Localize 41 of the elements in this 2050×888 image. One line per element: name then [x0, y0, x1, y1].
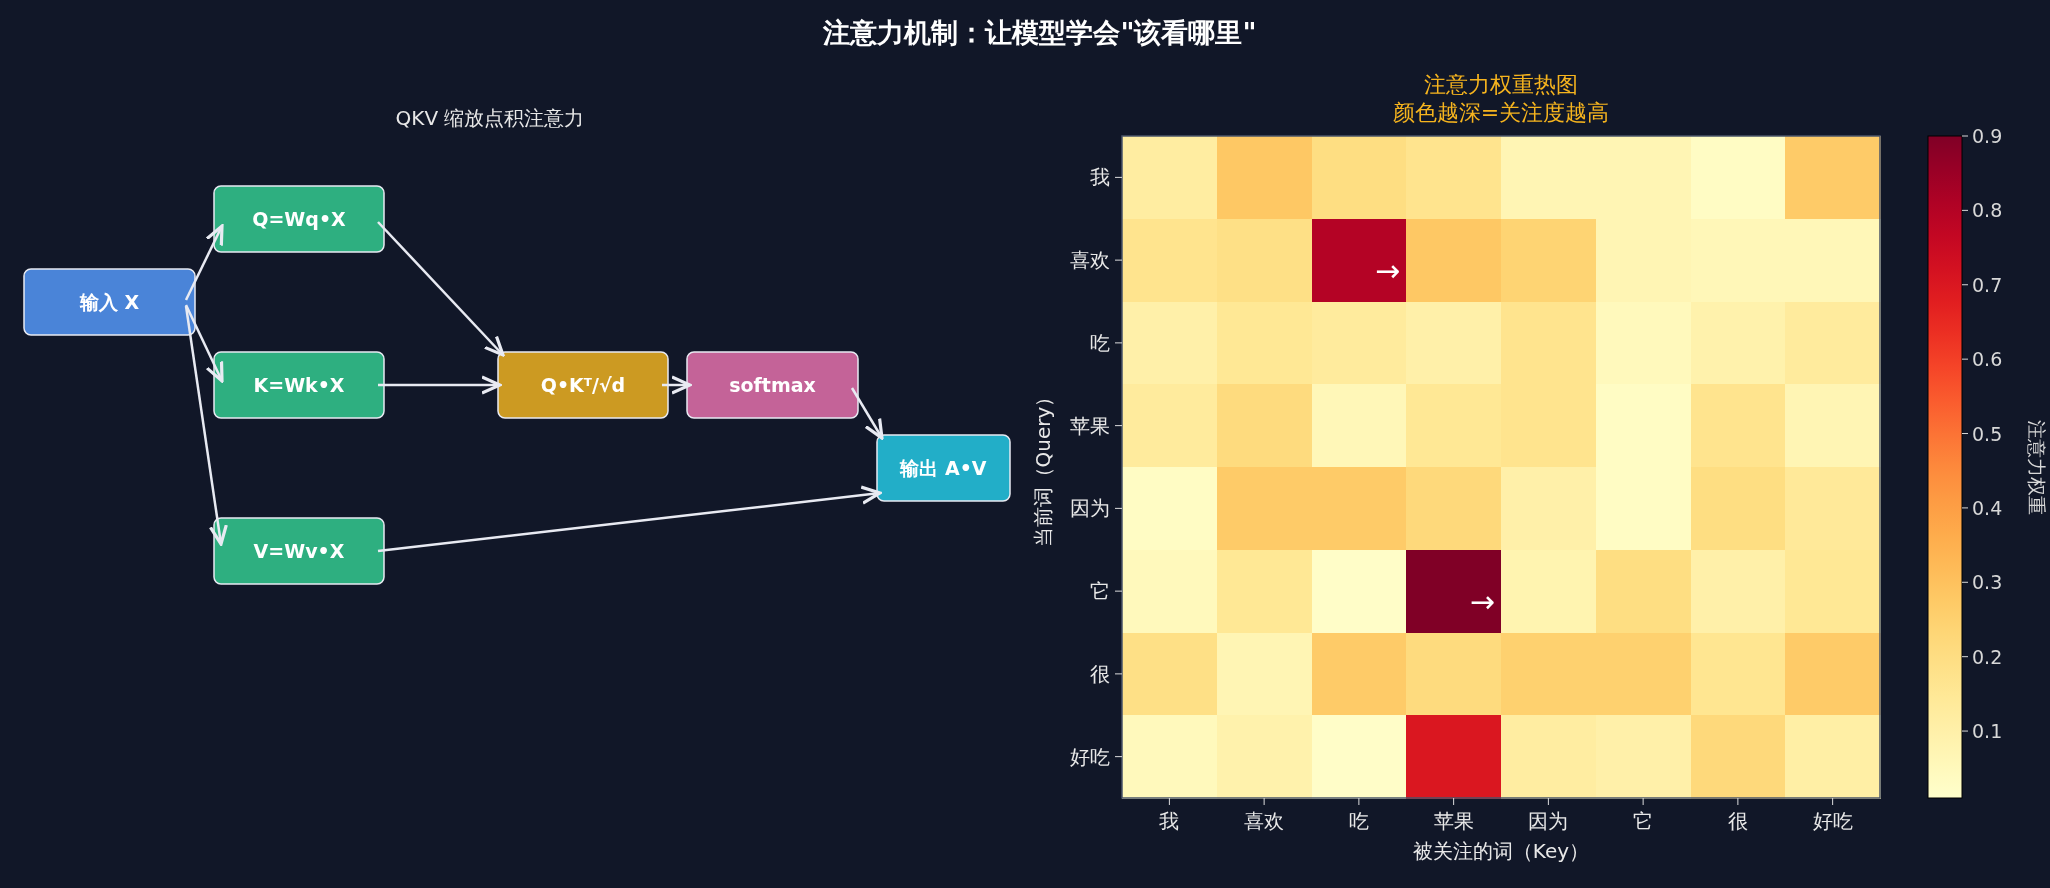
text: QKV 缩放点积注意力: [395, 106, 585, 130]
text: 输出 A•V: [899, 457, 987, 479]
y-tick-label: 吃: [1090, 330, 1110, 355]
x-tick-label: 好吃: [1812, 809, 1853, 833]
x-tick-label: 我: [1159, 809, 1180, 833]
x-tick-label: 很: [1727, 809, 1748, 833]
chart-subtitle: 颜色越深=关注度越高: [1392, 100, 1610, 125]
color-bar-label: 0.8: [1972, 199, 2003, 222]
y-tick-label: 它: [1090, 579, 1110, 604]
y-tick-label: 我: [1090, 165, 1110, 190]
y-tick-label: 苹果: [1070, 413, 1110, 438]
x-tick-label: 吃: [1348, 809, 1369, 833]
y-tick-label: 好吃: [1070, 744, 1110, 769]
y-tick-label: 喜欢: [1070, 248, 1110, 273]
text: softmax: [729, 374, 816, 396]
color-bar-label: 0.3: [1972, 571, 2003, 594]
color-bar-label: 0.2: [1972, 645, 2003, 668]
annotation: →: [1469, 583, 1495, 619]
color-bar-label: 0.5: [1972, 422, 2003, 445]
x-tick-label: 因为: [1528, 809, 1569, 833]
text: V=Wv•X: [253, 540, 345, 562]
text: Q=Wq•X: [252, 208, 347, 230]
x-tick-label: 它: [1633, 809, 1654, 833]
color-bar-label: 0.6: [1972, 348, 2003, 371]
text: 注意力机制：让模型学会"该看哪里": [822, 17, 1257, 48]
chart-title: 注意力权重热图: [1424, 72, 1578, 97]
annotation: →: [1375, 252, 1401, 288]
x-axis-title: 被关注的词（Key）: [1412, 839, 1590, 863]
x-tick-label: 苹果: [1433, 809, 1474, 833]
color-bar-label: 0.4: [1972, 496, 2003, 519]
text: Q•Kᵀ/√d: [540, 374, 626, 396]
text: 输入 X: [78, 291, 140, 313]
color-bar-label: 0.1: [1972, 720, 2003, 743]
x-tick-label: 喜欢: [1244, 809, 1285, 833]
color-bar-label: 0.9: [1972, 125, 2003, 147]
y-axis-title: 当前词（Query）: [1031, 386, 1055, 548]
text: K=Wk•X: [253, 374, 345, 396]
color-bar-label: 0.7: [1972, 273, 2003, 296]
color-bar-title: 注意力权重: [2026, 419, 2048, 515]
y-tick-label: 因为: [1070, 496, 1110, 521]
y-tick-label: 很: [1090, 661, 1110, 686]
